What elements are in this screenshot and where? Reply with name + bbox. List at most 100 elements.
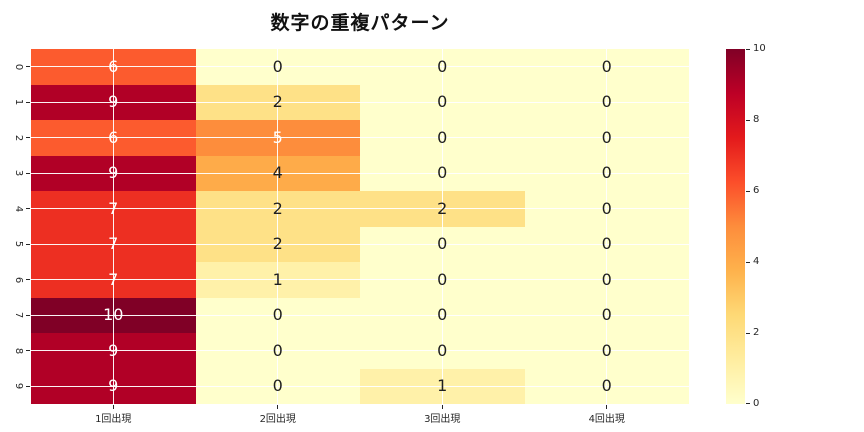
x-tick-mark	[441, 405, 443, 409]
y-tick-mark	[26, 279, 30, 281]
cell-value: 0	[601, 198, 612, 218]
colorbar-tick-mark	[746, 190, 750, 192]
heatmap-cell: 7	[31, 262, 196, 298]
x-tick-mark	[277, 405, 279, 409]
y-tick-mark	[26, 172, 30, 174]
cell-value: 0	[601, 163, 612, 183]
heatmap-cell: 0	[195, 368, 360, 404]
heatmap-cell: 10	[31, 297, 196, 333]
y-tick-label: 6	[13, 276, 25, 283]
cell-value: 0	[601, 234, 612, 254]
y-tick-mark	[26, 385, 30, 387]
y-tick-mark	[26, 137, 30, 139]
heatmap-cell: 0	[524, 84, 689, 120]
heatmap-cell: 0	[524, 368, 689, 404]
cell-value: 0	[601, 92, 612, 112]
colorbar	[726, 49, 745, 404]
cell-value: 9	[108, 340, 119, 360]
colorbar-tick-mark	[746, 119, 750, 121]
heatmap-cell: 0	[524, 120, 689, 156]
cell-value: 0	[437, 163, 448, 183]
heatmap-plot: 6 0 0 0 9 2 0 0 6 5 0 0 9 4 0 0 7 2 2 0 7 2 0 0 7 1 0 0 10 0 0 0 9 0 0 0 9 0 1…	[31, 49, 689, 404]
heatmap-cell: 9	[31, 333, 196, 369]
y-tick-mark	[26, 66, 30, 68]
cell-value: 0	[437, 234, 448, 254]
heatmap-cell: 0	[524, 191, 689, 227]
cell-value: 2	[272, 234, 283, 254]
heatmap-cell: 0	[524, 262, 689, 298]
heatmap-cell: 0	[360, 262, 525, 298]
colorbar-tick-label: 4	[753, 256, 760, 267]
cell-value: 0	[272, 56, 283, 76]
cell-value: 2	[437, 198, 448, 218]
heatmap-cell: 5	[195, 120, 360, 156]
y-tick-label: 7	[13, 312, 25, 319]
heatmap-cell: 0	[524, 49, 689, 85]
heatmap-cell: 0	[195, 333, 360, 369]
y-tick-mark	[26, 101, 30, 103]
heatmap-cell: 0	[195, 49, 360, 85]
cell-value: 7	[108, 269, 119, 289]
y-tick-mark	[26, 314, 30, 316]
chart-title: 数字の重複パターン	[270, 12, 450, 34]
colorbar-tick-mark	[746, 332, 750, 334]
cell-value: 9	[108, 92, 119, 112]
cell-value: 6	[108, 127, 119, 147]
cell-value: 0	[437, 305, 448, 325]
cell-value: 0	[437, 269, 448, 289]
y-tick-label: 1	[13, 99, 25, 106]
y-tick-label: 4	[13, 205, 25, 212]
y-tick-label: 3	[13, 170, 25, 177]
y-tick-label: 2	[13, 134, 25, 141]
cell-value: 0	[601, 269, 612, 289]
colorbar-tick-label: 10	[753, 43, 766, 54]
x-tick-mark	[112, 405, 114, 409]
cell-value: 0	[437, 127, 448, 147]
heatmap-cell: 4	[195, 155, 360, 191]
colorbar-tick-label: 6	[753, 185, 760, 196]
cell-value: 0	[437, 56, 448, 76]
heatmap-cell: 0	[524, 155, 689, 191]
y-tick-label: 5	[13, 241, 25, 248]
y-tick-mark	[26, 208, 30, 210]
heatmap-cell: 7	[31, 191, 196, 227]
heatmap-cell: 6	[31, 120, 196, 156]
heatmap-cell: 9	[31, 368, 196, 404]
cell-value: 2	[272, 92, 283, 112]
cell-value: 0	[601, 127, 612, 147]
colorbar-tick-mark	[746, 48, 750, 50]
heatmap-cell: 0	[360, 226, 525, 262]
cell-value: 0	[601, 376, 612, 396]
heatmap-cell: 0	[360, 297, 525, 333]
heatmap-cell: 0	[360, 84, 525, 120]
cell-value: 2	[272, 198, 283, 218]
heatmap-cell: 0	[360, 120, 525, 156]
y-tick-label: 8	[13, 347, 25, 354]
heatmap-cell: 1	[360, 368, 525, 404]
heatmap-cell: 6	[31, 49, 196, 85]
cell-value: 0	[437, 340, 448, 360]
cell-value: 0	[601, 56, 612, 76]
cell-value: 1	[272, 269, 283, 289]
colorbar-tick-mark	[746, 261, 750, 263]
colorbar-tick-label: 2	[753, 327, 760, 338]
y-tick-mark	[26, 350, 30, 352]
heatmap-cell: 9	[31, 155, 196, 191]
cell-value: 0	[272, 305, 283, 325]
heatmap-cell: 1	[195, 262, 360, 298]
cell-value: 9	[108, 376, 119, 396]
y-tick-mark	[26, 243, 30, 245]
cell-value: 9	[108, 163, 119, 183]
heatmap-cell: 0	[524, 297, 689, 333]
colorbar-tick-label: 8	[753, 114, 760, 125]
cell-value: 7	[108, 234, 119, 254]
cell-value: 0	[437, 92, 448, 112]
cell-value: 7	[108, 198, 119, 218]
y-tick-label: 9	[13, 383, 25, 390]
heatmap-cell: 0	[524, 333, 689, 369]
x-tick-label: 3回出現	[424, 414, 461, 425]
heatmap-cell: 2	[360, 191, 525, 227]
y-tick-label: 0	[13, 63, 25, 70]
heatmap-cell: 0	[360, 155, 525, 191]
